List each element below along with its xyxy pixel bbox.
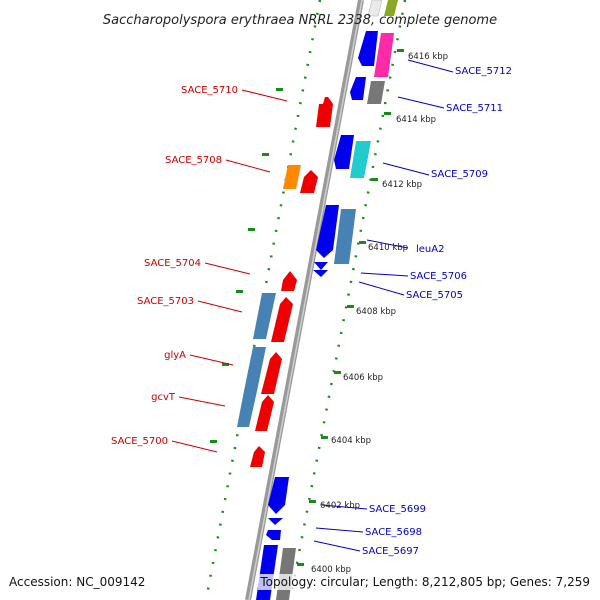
gene-white-top (367, 0, 383, 17)
outer-left-dotted-track (204, 0, 322, 600)
left-label-leaders (171, 89, 288, 453)
tick-label-6408: 6408 kbp (356, 307, 396, 317)
gene-sace-5712-blue (358, 31, 378, 66)
gene-green-top (384, 0, 398, 16)
gene-label-sace-5712: SACE_5712 (455, 66, 512, 77)
gene-sace-5709-blue (334, 135, 354, 169)
gene-sace-5711-grey (367, 81, 385, 104)
gene-label-sace-5709: SACE_5709 (431, 169, 488, 180)
genome-backbone (245, 0, 364, 600)
tick-label-6406: 6406 kbp (343, 373, 383, 383)
gene-label-sace-5703: SACE_5703 (137, 296, 194, 307)
genome-backbone-highlight (248, 0, 363, 600)
gene-sace-5712-magenta (374, 33, 394, 77)
gene-label-sace-5708: SACE_5708 (165, 155, 222, 166)
tick-label-6416: 6416 kbp (408, 52, 448, 62)
tick-label-6404: 6404 kbp (331, 436, 371, 446)
gene-glya-red (261, 352, 282, 394)
tick-label-6410: 6410 kbp (368, 243, 408, 253)
tick-label-6400: 6400 kbp (311, 565, 351, 575)
gene-sace-5711-blue (350, 77, 366, 100)
tick-marks (210, 49, 404, 566)
gene-sace-5704-red (281, 271, 297, 291)
gene-gcvt-red (255, 395, 274, 431)
gene-label-sace-5700: SACE_5700 (111, 436, 168, 447)
tick-label-6414: 6414 kbp (396, 115, 436, 125)
gene-label-sace-5706: SACE_5706 (410, 271, 467, 282)
gene-sace-5706-blue (314, 262, 328, 270)
gene-label-sace-5704: SACE_5704 (144, 258, 201, 269)
gene-sace-5705-blue (313, 270, 328, 277)
gene-label-sace-5710: SACE_5710 (181, 85, 238, 96)
gene-label-sace-5705: SACE_5705 (406, 290, 463, 301)
gene-label-sace-5699: SACE_5699 (369, 504, 426, 515)
gene-gcvt-steelblue (237, 391, 257, 427)
gene-sace-5709-cyan (350, 141, 371, 178)
gene-leua2-steelblue (334, 209, 356, 264)
topology-text: Topology: circular; Length: 8,212,805 bp… (259, 575, 590, 589)
gene-sace-5698-blue (268, 518, 283, 525)
gene-label-gcvt: gcvT (151, 392, 176, 403)
page-title: Saccharopolyspora erythraea NRRL 2338, c… (103, 13, 497, 28)
gene-glya-steelblue (244, 347, 266, 391)
gene-label-glya: glyA (164, 350, 186, 361)
right-label-leaders (313, 59, 454, 552)
gene-label-leua2: leuA2 (416, 244, 444, 255)
gene-label-sace-5698: SACE_5698 (365, 527, 422, 538)
accession-text: Accession: NC_009142 (9, 575, 145, 589)
gene-sace-5699-blue (268, 477, 289, 514)
gene-sace-5708-red (300, 170, 318, 193)
gene-sace-5710-red (316, 97, 333, 127)
gene-sace-5700-red (250, 446, 265, 467)
gene-sace-5697-blue (266, 530, 281, 540)
gene-label-sace-5711: SACE_5711 (446, 103, 503, 114)
gene-sace-5703-steelblue (253, 293, 276, 339)
gene-sace-5703-red (271, 297, 293, 342)
gene-label-sace-5697: SACE_5697 (362, 546, 419, 557)
topology-text-backdrop (258, 574, 596, 590)
tick-label-6402: 6402 kbp (320, 501, 360, 511)
gene-leua2-blue (316, 205, 339, 258)
gene-sace-5708-orange (283, 165, 301, 189)
tick-label-6412: 6412 kbp (382, 180, 422, 190)
